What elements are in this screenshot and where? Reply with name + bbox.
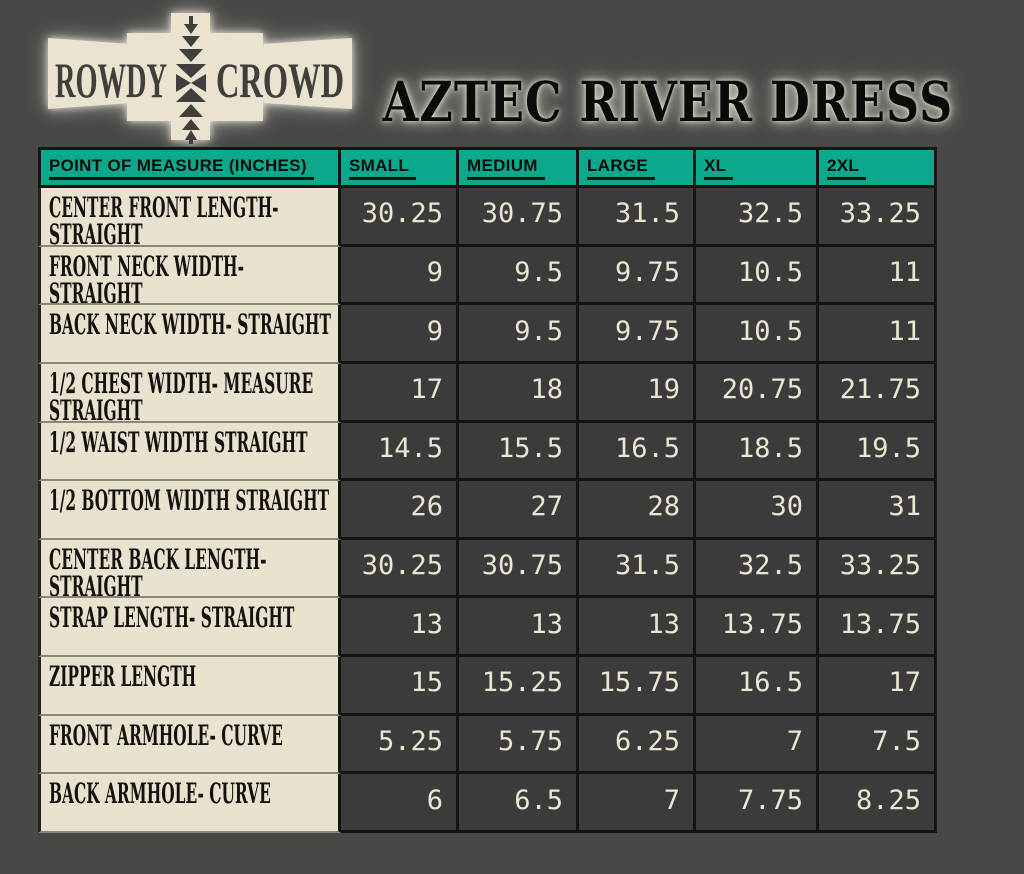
size-value-cell: 9.75	[579, 305, 696, 364]
measure-label-cell: 1/2 WAIST WIDTH STRAIGHT	[38, 422, 341, 482]
rowdy-crowd-logo: ROWDY CROWD	[38, 4, 356, 146]
measure-label: 1/2 WAIST WIDTH STRAIGHT	[49, 426, 308, 459]
column-header-label: 2XL	[827, 156, 867, 180]
column-header-medium: MEDIUM	[459, 147, 579, 188]
size-value-cell: 15.5	[459, 422, 579, 482]
size-value-cell: 33.25	[819, 539, 937, 599]
measure-label: FRONT ARMHOLE- CURVE	[49, 719, 283, 752]
size-value-cell: 31.5	[579, 539, 696, 599]
brand-word-right: CROWD	[216, 52, 344, 108]
size-value-cell: 15.75	[579, 657, 696, 716]
size-value-cell: 7	[696, 715, 819, 775]
measure-label: CENTER BACK LENGTH- STRAIGHT	[49, 543, 267, 599]
size-value-cell: 18	[459, 363, 579, 423]
size-value-cell: 27	[459, 481, 579, 540]
size-value-cell: 7.5	[819, 715, 937, 775]
column-header-point-of-measure: POINT OF MEASURE (INCHES)	[38, 147, 341, 188]
size-value-cell: 31.5	[579, 188, 696, 247]
size-value-cell: 9	[341, 305, 459, 364]
column-header-label: MEDIUM	[467, 156, 545, 180]
size-value-cell: 17	[341, 363, 459, 423]
column-header-large: LARGE	[579, 147, 696, 188]
measure-label: 1/2 CHEST WIDTH- MEASURE STRAIGHT UNDER …	[49, 367, 314, 423]
measure-label: BACK ARMHOLE- CURVE	[49, 778, 271, 811]
size-value-cell: 16.5	[579, 422, 696, 482]
product-title: AZTEC RIVER DRESS	[382, 70, 954, 135]
size-value-cell: 11	[819, 246, 937, 306]
size-value-cell: 32.5	[696, 188, 819, 247]
size-value-cell: 13.75	[696, 598, 819, 657]
measure-label: BACK NECK WIDTH- STRAIGHT	[49, 309, 331, 342]
size-value-cell: 20.75	[696, 363, 819, 423]
measure-label-cell: BACK NECK WIDTH- STRAIGHT	[38, 305, 341, 364]
stepped-cross-logo-icon: ROWDY CROWD	[48, 13, 352, 144]
size-value-cell: 7.75	[696, 774, 819, 833]
size-value-cell: 13.75	[819, 598, 937, 657]
size-value-cell: 15.25	[459, 657, 579, 716]
column-header-label: XL	[704, 156, 734, 180]
size-value-cell: 30.75	[459, 188, 579, 247]
size-value-cell: 10.5	[696, 246, 819, 306]
column-header-label: SMALL	[349, 156, 417, 180]
size-value-cell: 15	[341, 657, 459, 716]
size-value-cell: 9.75	[579, 246, 696, 306]
size-chart-table: POINT OF MEASURE (INCHES) SMALL MEDIUM L…	[38, 147, 937, 833]
measure-label-cell: FRONT ARMHOLE- CURVE	[38, 715, 341, 775]
measure-label-cell: ZIPPER LENGTH	[38, 657, 341, 716]
size-value-cell: 33.25	[819, 188, 937, 247]
size-value-cell: 19	[579, 363, 696, 423]
size-value-cell: 9	[341, 246, 459, 306]
size-value-cell: 17	[819, 657, 937, 716]
size-value-cell: 8.25	[819, 774, 937, 833]
arrow-column-motif-icon	[176, 16, 206, 144]
measure-label: FRONT NECK WIDTH- STRAIGHT	[49, 250, 244, 306]
size-value-cell: 9.5	[459, 246, 579, 306]
size-value-cell: 14.5	[341, 422, 459, 482]
size-value-cell: 18.5	[696, 422, 819, 482]
measure-label-cell: FRONT NECK WIDTH- STRAIGHT	[38, 246, 341, 306]
size-value-cell: 30	[696, 481, 819, 540]
size-value-cell: 11	[819, 305, 937, 364]
size-value-cell: 6.25	[579, 715, 696, 775]
size-value-cell: 16.5	[696, 657, 819, 716]
size-value-cell: 9.5	[459, 305, 579, 364]
measure-label: 1/2 BOTTOM WIDTH STRAIGHT	[49, 485, 330, 518]
measure-label-cell: STRAP LENGTH- STRAIGHT	[38, 598, 341, 657]
column-header-small: SMALL	[341, 147, 459, 188]
size-value-cell: 13	[459, 598, 579, 657]
measure-label-cell: CENTER FRONT LENGTH-STRAIGHT	[38, 188, 341, 247]
size-value-cell: 5.25	[341, 715, 459, 775]
size-value-cell: 6.5	[459, 774, 579, 833]
measure-label: CENTER FRONT LENGTH-STRAIGHT	[49, 191, 279, 247]
size-value-cell: 19.5	[819, 422, 937, 482]
measure-label-cell: BACK ARMHOLE- CURVE	[38, 774, 341, 833]
size-value-cell: 13	[341, 598, 459, 657]
column-header-2xl: 2XL	[819, 147, 937, 188]
size-value-cell: 13	[579, 598, 696, 657]
size-value-cell: 31	[819, 481, 937, 540]
size-value-cell: 10.5	[696, 305, 819, 364]
measure-label-cell: CENTER BACK LENGTH- STRAIGHT	[38, 539, 341, 599]
size-value-cell: 32.5	[696, 539, 819, 599]
column-header-xl: XL	[696, 147, 819, 188]
size-value-cell: 21.75	[819, 363, 937, 423]
measure-label: ZIPPER LENGTH	[49, 660, 197, 694]
measure-label-cell: 1/2 CHEST WIDTH- MEASURE STRAIGHT UNDER …	[38, 363, 341, 423]
column-header-label: POINT OF MEASURE (INCHES)	[49, 156, 314, 180]
measure-label: STRAP LENGTH- STRAIGHT	[49, 602, 295, 635]
size-value-cell: 28	[579, 481, 696, 540]
measure-label-cell: 1/2 BOTTOM WIDTH STRAIGHT	[38, 481, 341, 540]
size-value-cell: 30.25	[341, 188, 459, 247]
column-header-label: LARGE	[587, 156, 655, 180]
size-value-cell: 30.25	[341, 539, 459, 599]
brand-word-left: ROWDY	[55, 52, 167, 108]
size-value-cell: 7	[579, 774, 696, 833]
size-value-cell: 30.75	[459, 539, 579, 599]
size-value-cell: 26	[341, 481, 459, 540]
size-value-cell: 5.75	[459, 715, 579, 775]
size-value-cell: 6	[341, 774, 459, 833]
